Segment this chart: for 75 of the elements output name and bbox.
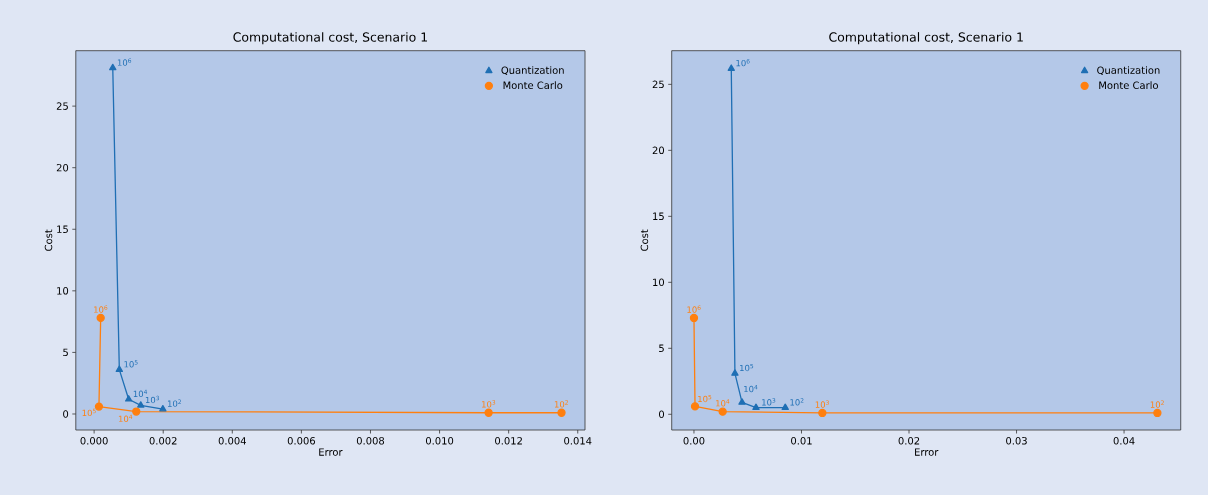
y-axis-title: Cost (44, 229, 53, 251)
x-tick-label: 0.006 (287, 437, 316, 445)
x-tick-label: 0.000 (80, 437, 108, 445)
x-tick-label: 0.01 (791, 437, 812, 445)
y-tick-label: 5 (659, 344, 664, 353)
y-tick-label: 15 (653, 212, 664, 221)
annotation: 10$^{6}$ (94, 305, 108, 313)
point (132, 407, 141, 416)
x-tick-label: 0.008 (356, 437, 385, 445)
point (731, 369, 739, 376)
point (159, 404, 167, 412)
legend-label: Monte Carlo (1099, 81, 1158, 90)
annotation: 10$^{6}$ (687, 305, 701, 313)
chart-title: Computational cost, Scenario 1 (233, 32, 427, 45)
annotation: 10$^{3}$ (482, 400, 496, 408)
y-tick-label: 5 (63, 348, 68, 357)
y-tick-label: 15 (57, 225, 68, 233)
annotation: 10$^{2}$ (167, 399, 181, 407)
point (689, 313, 699, 323)
annotation: 10$^{4}$ (118, 414, 133, 422)
annotation: 10$^{4}$ (716, 399, 730, 407)
annotation: 10$^{3}$ (815, 400, 829, 408)
point (718, 407, 727, 416)
point (1153, 408, 1162, 418)
x-tick-label: 0.010 (425, 437, 454, 445)
annotation: 10$^{4}$ (133, 389, 148, 398)
x-tick-label: 0.014 (564, 437, 592, 445)
point (781, 403, 789, 411)
legend-label: Quantization (501, 66, 564, 76)
point (94, 402, 104, 411)
annotation: 10$^{3}$ (145, 395, 160, 404)
y-tick-label: 20 (652, 146, 665, 155)
x-axis-title: Error (319, 448, 343, 456)
annotation: 10$^{5}$ (740, 363, 754, 372)
x-tick-label: 0.004 (218, 437, 246, 445)
point (124, 395, 133, 402)
point (137, 401, 145, 408)
annotation: 10$^{6}$ (736, 58, 750, 67)
annotation: 10$^{2}$ (1150, 400, 1164, 408)
point (557, 408, 566, 417)
point (752, 403, 760, 411)
legend-label: Monte Carlo (503, 81, 563, 90)
annotation: 10$^{2}$ (790, 398, 804, 406)
point (96, 313, 105, 323)
annotation: 10$^{6}$ (117, 58, 132, 66)
x-tick-label: 0.012 (495, 437, 522, 445)
y-tick-label: 10 (57, 287, 69, 295)
y-tick-label: 0 (659, 410, 665, 419)
chart-title: Computational cost, Scenario 1 (829, 32, 1023, 45)
x-tick-label: 0.04 (1113, 437, 1135, 445)
y-tick-label: 10 (653, 278, 665, 287)
point (727, 64, 735, 71)
point (738, 398, 746, 405)
point (115, 365, 124, 373)
y-axis-title: Cost (640, 229, 649, 251)
point (690, 402, 700, 411)
x-tick-label: 0.02 (898, 437, 920, 445)
annotation: 10$^{4}$ (744, 384, 758, 393)
annotation: 10$^{5}$ (698, 394, 712, 403)
x-axis-title: Error (915, 448, 939, 456)
point (109, 63, 117, 71)
y-tick-label: 25 (56, 102, 68, 110)
annotation: 10$^{2}$ (554, 400, 568, 408)
x-tick-label: 0.002 (149, 437, 177, 445)
x-tick-label: 0.00 (683, 437, 705, 445)
x-tick-label: 0.03 (1006, 437, 1027, 445)
annotation: 10$^{5}$ (124, 360, 138, 368)
point (818, 408, 827, 418)
point (484, 408, 493, 417)
annotation: 10$^{3}$ (762, 398, 776, 406)
y-tick-label: 20 (56, 163, 69, 172)
y-tick-label: 0 (63, 410, 69, 418)
y-tick-label: 25 (652, 80, 664, 89)
legend-label: Quantization (1097, 66, 1160, 76)
annotation: 10$^{5}$ (82, 408, 96, 417)
